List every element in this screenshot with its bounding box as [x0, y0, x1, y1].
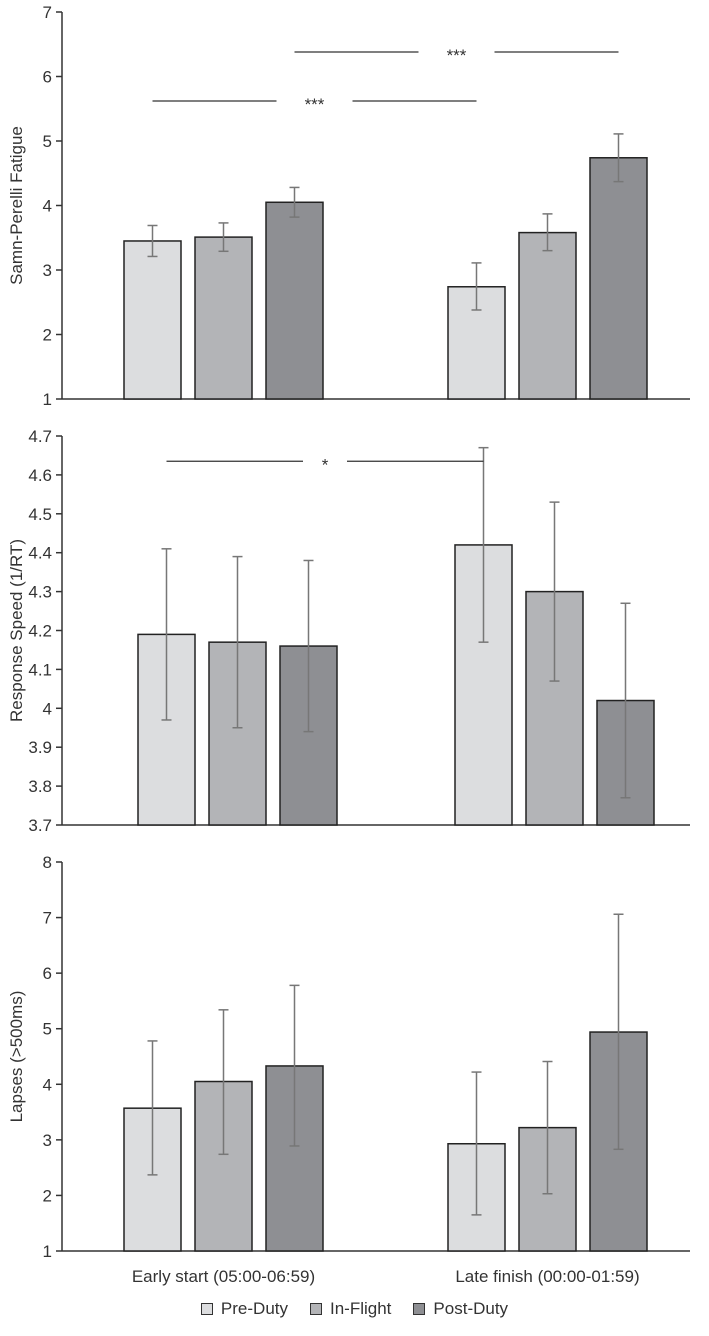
- chart-panel-1: 1 2 3 4 5 6 7 Samn-Perelli Fatigue *** ***: [7, 3, 690, 409]
- y-tick-label: 4.6: [28, 466, 52, 485]
- y-tick-label: 4.1: [28, 660, 52, 679]
- y-tick-label: 3.9: [28, 738, 52, 757]
- y-tick-label: 1: [43, 1242, 52, 1261]
- y-tick-label: 4.5: [28, 505, 52, 524]
- significance-label: ***: [305, 95, 325, 114]
- y-tick-label: 6: [43, 964, 52, 983]
- legend-label-in-flight: In-Flight: [330, 1299, 392, 1318]
- legend-swatch-in-flight: [310, 1303, 322, 1315]
- legend-item-pre-duty: Pre-Duty: [200, 1299, 288, 1319]
- y-tick-label: 5: [43, 1020, 52, 1039]
- y-tick-label: 4.4: [28, 544, 52, 563]
- y-tick-label: 4: [43, 1075, 52, 1094]
- legend-swatch-post-duty: [413, 1303, 426, 1315]
- y-tick-label: 7: [43, 3, 52, 22]
- y-tick-label: 4.2: [28, 622, 52, 641]
- bar-pre-duty: [123, 1107, 182, 1252]
- bar-pre-duty: [123, 240, 182, 400]
- y-axis-title: Lapses (>500ms): [7, 991, 26, 1123]
- y-tick-label: 3: [43, 1131, 52, 1150]
- y-tick-label: 4: [43, 699, 52, 718]
- bar-in-flight: [194, 236, 253, 400]
- y-tick-label: 3.8: [28, 777, 52, 796]
- chart-panel-2: 3.7 3.8 3.9 4 4.1 4.2 4.3 4.4 4.5 4.6 4.7 Response …: [7, 427, 690, 835]
- bar-post-duty: [589, 157, 648, 400]
- y-tick-label: 4: [43, 197, 52, 216]
- y-tick-label: 3.7: [28, 816, 52, 835]
- x-category-label: Early start (05:00-06:59): [132, 1267, 315, 1286]
- y-tick-label: 3: [43, 261, 52, 280]
- significance-label: *: [322, 455, 329, 474]
- y-tick-label: 4.7: [28, 427, 52, 446]
- y-tick-label: 5: [43, 132, 52, 151]
- legend-swatch-pre-duty: [200, 1303, 213, 1315]
- significance-label: ***: [447, 46, 467, 65]
- y-axis-title: Samn-Perelli Fatigue: [7, 126, 26, 285]
- y-tick-label: 8: [43, 853, 52, 872]
- y-tick-label: 2: [43, 1186, 52, 1205]
- y-tick-label: 1: [43, 390, 52, 409]
- chart-panel-3: 1 2 3 4 5 6 7 8 Lapses (>500ms) Early start (05:0…: [7, 853, 690, 1286]
- y-tick-label: 6: [43, 68, 52, 87]
- bar-post-duty: [265, 201, 324, 400]
- y-tick-label: 4.3: [28, 583, 52, 602]
- legend: Pre-Duty In-Flight Post-Duty: [0, 1294, 709, 1324]
- y-tick-label: 7: [43, 909, 52, 928]
- legend-label-pre-duty: Pre-Duty: [220, 1299, 288, 1318]
- legend-item-in-flight: In-Flight: [310, 1299, 391, 1319]
- bar-in-flight: [518, 231, 577, 400]
- y-tick-label: 2: [43, 326, 52, 345]
- legend-item-post-duty: Post-Duty: [413, 1299, 508, 1319]
- x-category-label: Late finish (00:00-01:59): [455, 1267, 639, 1286]
- y-axis-title: Response Speed (1/RT): [7, 539, 26, 722]
- legend-label-post-duty: Post-Duty: [433, 1299, 509, 1318]
